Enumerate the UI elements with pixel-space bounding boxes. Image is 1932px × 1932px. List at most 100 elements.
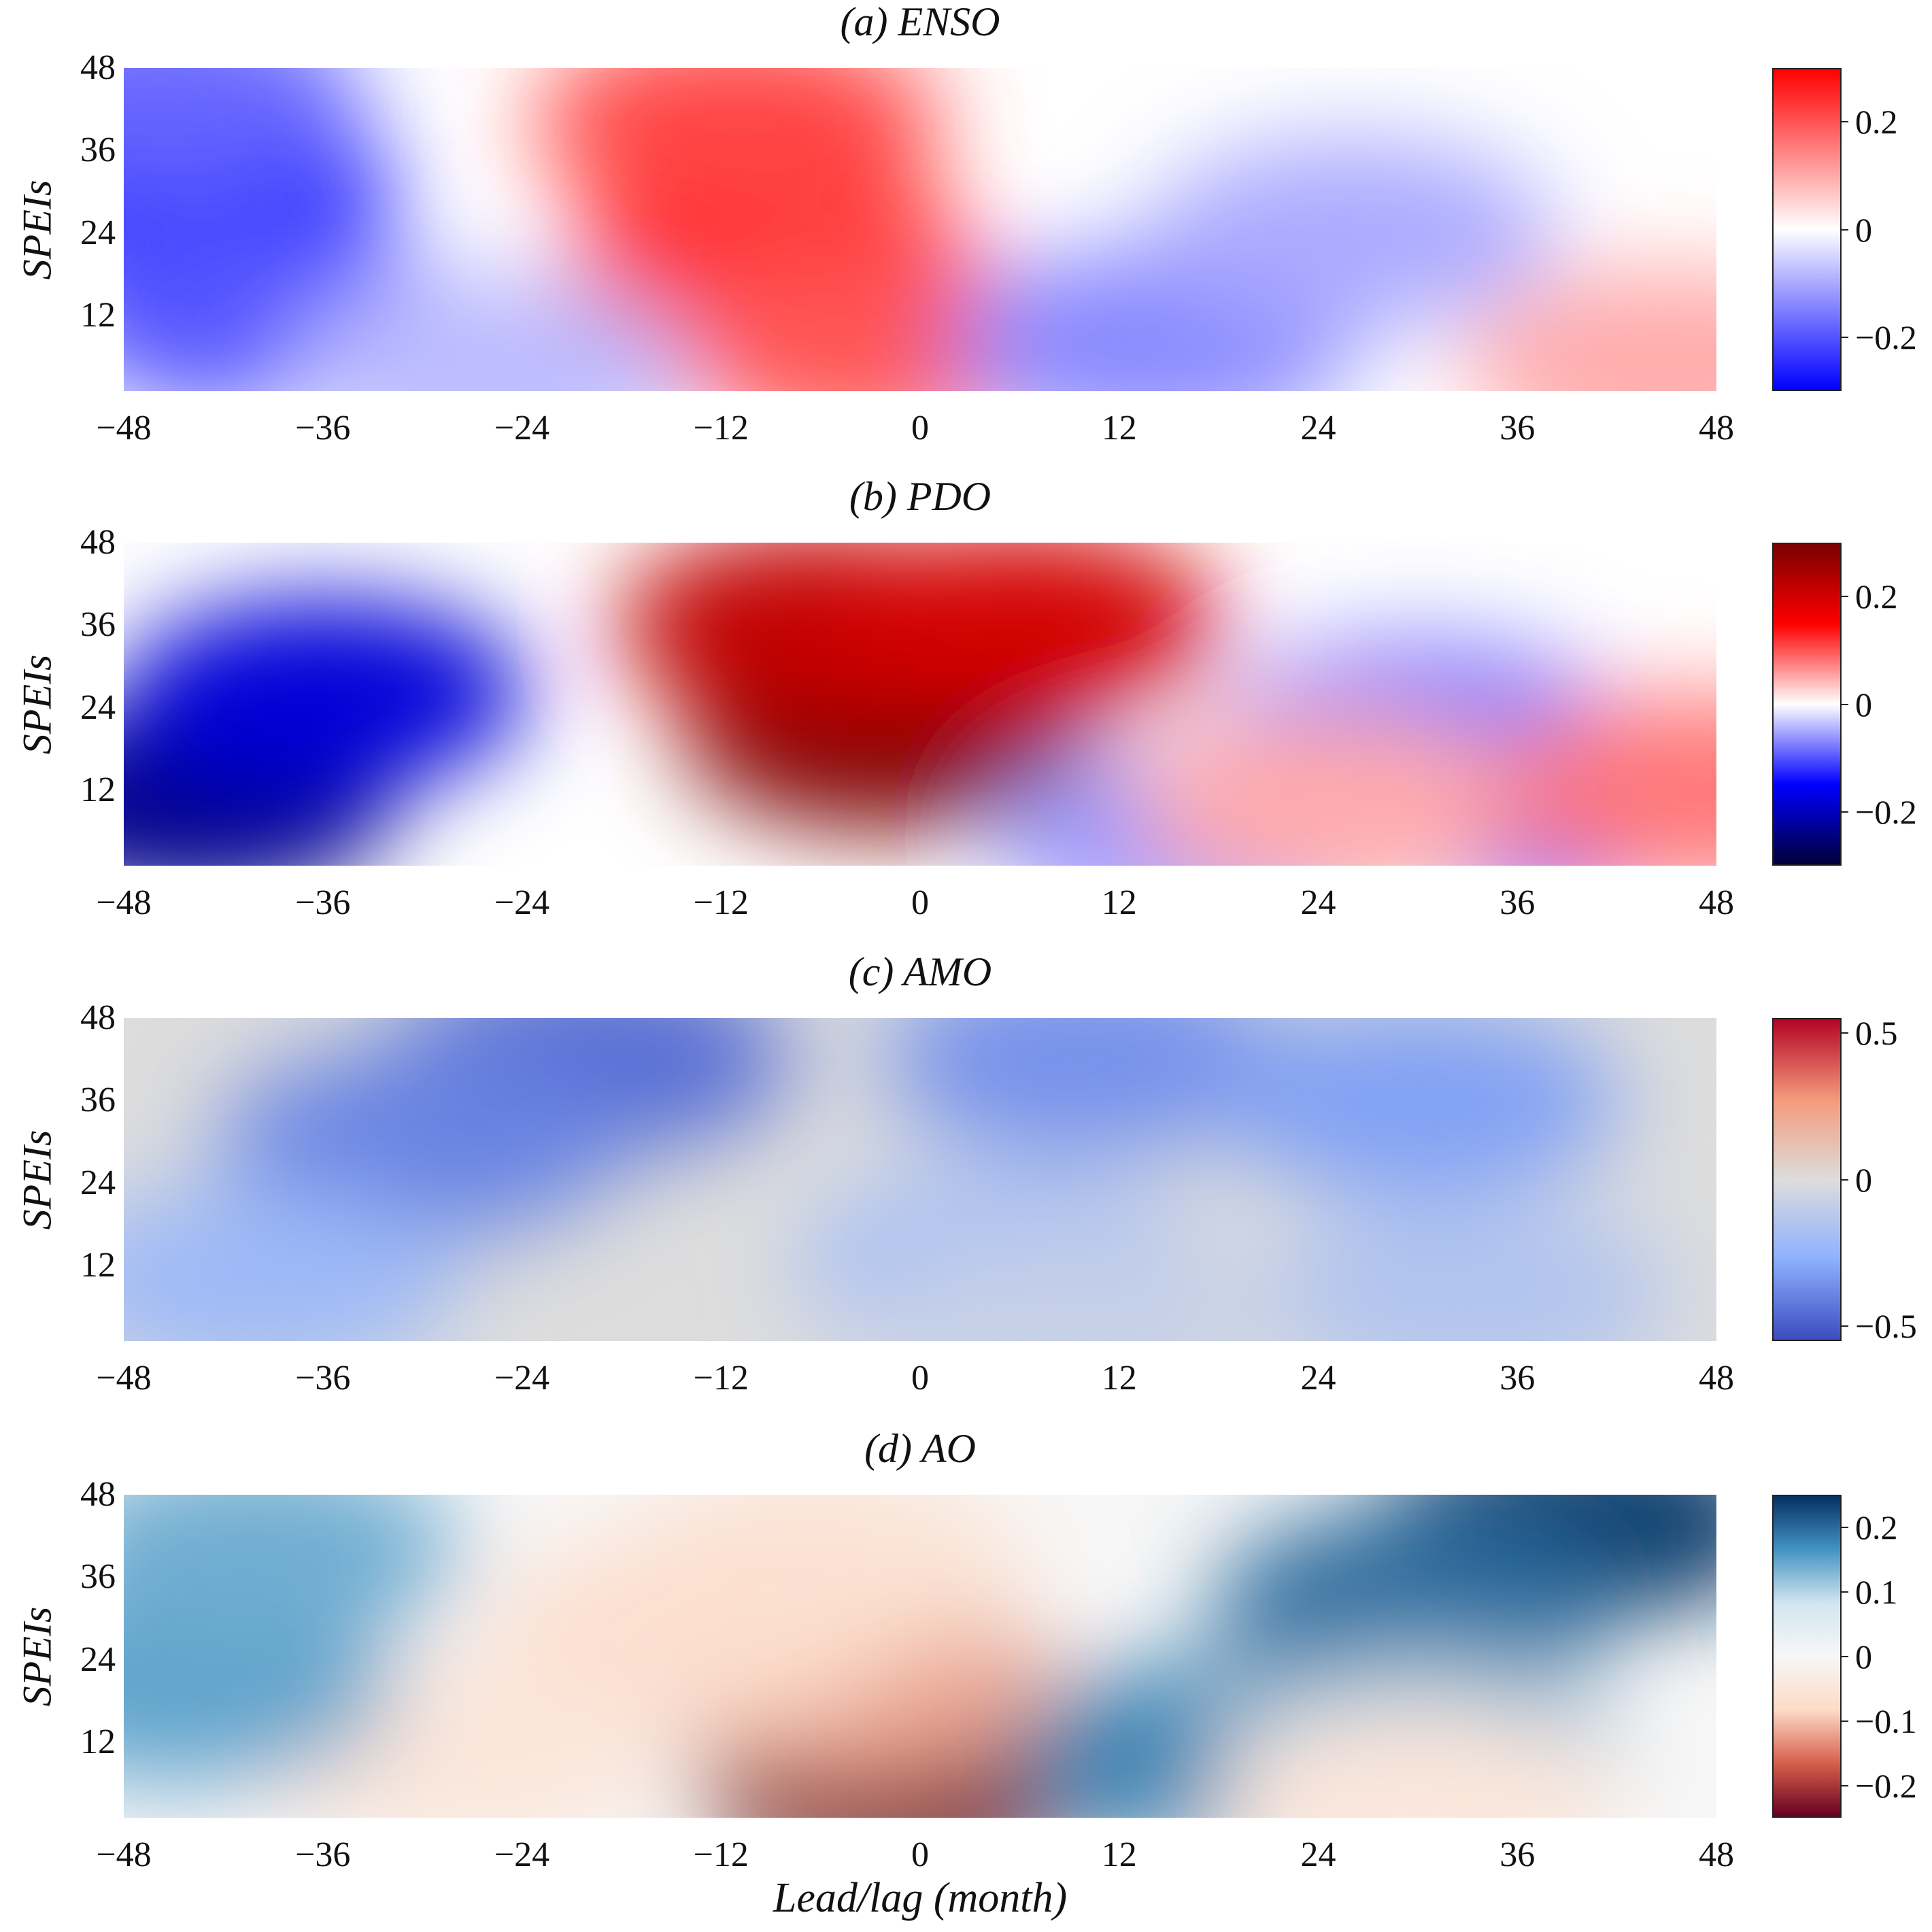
x-tick-label: 0 [911,409,929,447]
x-tick-label: 0 [911,1835,929,1874]
y-axis-label-text: SPEIs [14,180,60,279]
panel-ao: (d) AO SPEIs 12 24 36 48 −48 −36 −24 −12 0 12 24 36 48… [0,1427,1932,1903]
y-tick-label: 36 [80,131,116,170]
colorbar-tick-label: −0.2 [1855,1766,1917,1805]
colorbar-tick-mark [1840,1720,1848,1722]
heatmap-cell [124,1184,461,1341]
x-tick-label: −48 [96,1359,152,1397]
x-tick-label: 0 [911,883,929,922]
colorbar-tick-label: 0.2 [1855,1508,1898,1546]
y-tick-label: 12 [80,770,116,809]
heatmap-cell [849,1232,1257,1341]
x-tick-label: 48 [1699,1835,1734,1874]
y-tick-label: 24 [80,213,116,252]
x-tick-label: −48 [96,883,152,922]
x-tick-label: 24 [1300,1359,1336,1397]
x-tick-label: 36 [1499,1835,1536,1874]
colorbar [1772,68,1842,391]
y-axis-label-text: SPEIs [14,1606,60,1706]
y-axis-label: SPEIs [14,1495,61,1818]
colorbar-tick-label: 0 [1855,1160,1872,1199]
panel-enso: (a) ENSO SPEIs 12 24 36 48 −48 −36 −24 −12 0 12 24 36… [0,0,1932,476]
x-tick-label: −24 [494,409,550,447]
colorbar-tick-mark [1840,1179,1848,1181]
y-axis-label: SPEIs [14,68,61,391]
heatmap-cell [882,1018,1290,1155]
x-tick-label: −12 [693,1835,749,1874]
x-tick-label: 48 [1699,1359,1734,1397]
heatmap-cell [1462,268,1716,391]
colorbar-tick-mark [1840,596,1848,598]
colorbar-tick-mark [1840,811,1848,813]
colorbar-gradient [1774,544,1840,864]
x-tick-label: −48 [96,1835,152,1874]
x-tick-label: 12 [1101,883,1137,922]
x-tick-label: 24 [1300,1835,1336,1874]
colorbar [1772,1495,1842,1818]
colorbar-tick-mark [1840,336,1848,338]
colorbar-tick-mark [1840,1526,1848,1528]
heatmap-cell [1130,709,1539,866]
panel-title: (a) ENSO [840,0,1000,44]
x-tick-label: −36 [295,1835,351,1874]
x-tick-label: 0 [911,1359,929,1397]
heatmap-svg [124,1018,1716,1341]
x-tick-label: 36 [1499,409,1536,447]
x-tick-label: 12 [1101,409,1137,447]
y-tick-label: 48 [80,48,116,87]
x-tick-label: 24 [1300,883,1336,922]
colorbar-tick-label: 0.2 [1855,103,1898,141]
y-tick-label: 36 [80,605,116,645]
colorbar-tick-label: 0 [1855,685,1872,724]
x-tick-label: −48 [96,409,152,447]
heatmap-cell [815,543,1224,721]
colorbar-tick-label: 0.2 [1855,577,1898,616]
colorbar-tick-mark [1840,1032,1848,1034]
y-tick-label: 48 [80,1475,116,1514]
y-axis-label: SPEIs [14,1018,61,1341]
colorbar-tick-mark [1840,1591,1848,1593]
x-tick-label: −36 [295,409,351,447]
colorbar-tick-label: 0.5 [1855,1013,1898,1052]
x-tick-label: −12 [693,409,749,447]
heatmap-cell [1264,1198,1672,1341]
x-tick-label: 12 [1101,1835,1137,1874]
x-tick-label: −36 [295,1359,351,1397]
colorbar-tick-mark [1840,1784,1848,1786]
colorbar-gradient [1774,1019,1840,1340]
heatmap-cell [284,275,693,391]
panel-amo: (c) AMO SPEIs 12 24 36 48 −48 −36 −24 −12 0 12 24 36 4… [0,950,1932,1426]
heatmap-cell [1213,1509,1622,1700]
x-tick-label: −12 [693,883,749,922]
y-tick-label: 24 [80,688,116,727]
heatmap-cell [1213,1701,1622,1818]
heatmap-cell [1147,137,1556,328]
y-tick-label: 24 [80,1163,116,1202]
x-tick-label: −12 [693,1359,749,1397]
y-tick-label: 36 [80,1081,116,1120]
colorbar-tick-mark [1840,228,1848,231]
heatmap-cell [124,68,361,191]
y-tick-label: 48 [80,998,116,1037]
heatmap-plot [124,543,1716,866]
heatmap-plot [124,68,1716,391]
x-tick-label: 36 [1499,1359,1536,1397]
heatmap-cell [1495,694,1716,866]
colorbar-tick-label: −0.2 [1855,318,1917,356]
x-tick-label: 24 [1300,409,1336,447]
colorbar-tick-label: 0 [1855,210,1872,249]
panel-title: (d) AO [864,1426,976,1471]
colorbar-tick-label: 0 [1855,1637,1872,1676]
heatmap-cell [484,1537,892,1728]
colorbar [1772,1018,1842,1341]
x-tick-label: −36 [295,883,351,922]
y-axis-label-text: SPEIs [14,654,60,754]
panel-title: (b) PDO [849,474,992,519]
x-tick-label: −24 [494,1835,550,1874]
colorbar-tick-label: −0.2 [1855,792,1917,831]
colorbar-tick-label: −0.1 [1855,1701,1917,1740]
y-axis-label: SPEIs [14,543,61,866]
colorbar-gradient [1774,69,1840,390]
y-tick-label: 48 [80,523,116,562]
colorbar-tick-mark [1840,1655,1848,1657]
